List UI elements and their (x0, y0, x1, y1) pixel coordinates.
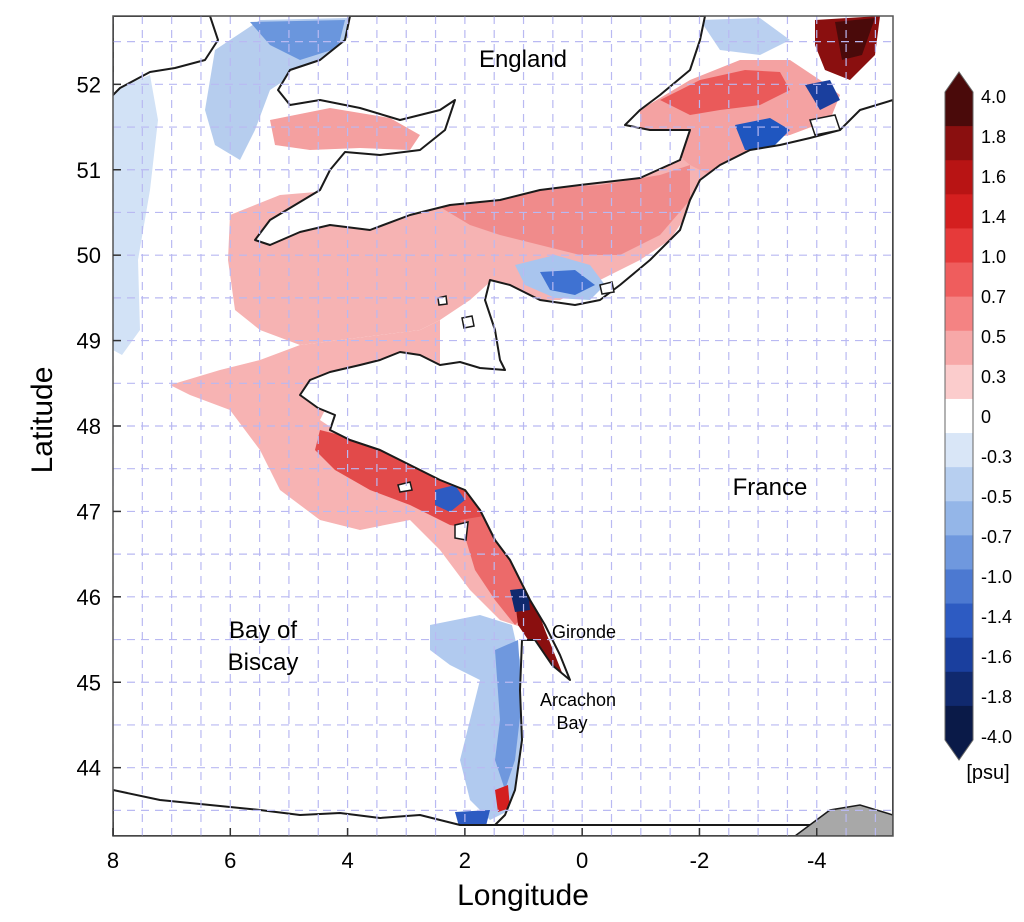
x-ticks: 8 6 4 2 0 -2 -4 (107, 828, 827, 873)
irish-sea-blue-core (250, 20, 345, 60)
label-arcachon: Arcachon (540, 690, 616, 710)
y-axis-label: Latitude (26, 367, 59, 474)
colorbar-label: -4.0 (981, 727, 1012, 747)
y-tick-label: 48 (77, 414, 101, 439)
colorbar-label: -0.7 (981, 527, 1012, 547)
colorbar-swatch (945, 92, 973, 127)
wales-land (113, 16, 219, 96)
colorbar-label: 1.4 (981, 207, 1006, 227)
colorbar-swatch (945, 262, 973, 298)
colorbar-label: -0.5 (981, 487, 1012, 507)
bristol-channel-pink (270, 108, 420, 150)
x-tick-label: 4 (341, 848, 353, 873)
scheldt-darkest (835, 18, 875, 60)
x-tick-label: -4 (807, 848, 827, 873)
colorbar-bottom-cap (945, 740, 973, 760)
map-panel (113, 16, 893, 836)
colorbar-label: 1.8 (981, 127, 1006, 147)
colorbar-swatch (945, 671, 973, 707)
colorbar: 4.0 1.8 1.6 1.4 1.0 0.7 0.5 0.3 0 -0.3 -0.5 -0.7 -1.… (944, 71, 1012, 761)
colorbar-swatch (945, 705, 973, 741)
colorbar-label: -1.8 (981, 687, 1012, 707)
colorbar-label: 4.0 (981, 87, 1006, 107)
adour-red (495, 785, 510, 812)
colorbar-swatch (945, 603, 973, 639)
north-blue-1 (700, 18, 790, 55)
spain-land (113, 789, 893, 836)
y-tick-label: 47 (77, 499, 101, 524)
island-jersey (461, 315, 475, 329)
colorbar-swatch (945, 160, 973, 195)
colorbar-swatch (945, 296, 973, 332)
colorbar-swatch (945, 228, 973, 264)
channel-pink-strong (420, 165, 690, 255)
colorbar-swatch (945, 330, 973, 366)
label-england: England (479, 46, 567, 73)
island-thames (809, 114, 841, 136)
x-tick-label: 8 (107, 848, 119, 873)
label-arcachon-bay: Bay (556, 713, 587, 733)
colorbar-swatch (945, 126, 973, 161)
y-tick-label: 44 (77, 756, 101, 781)
y-ticks: 52 51 50 49 48 47 46 45 44 (77, 72, 121, 781)
x-axis-label: Longitude (457, 879, 589, 912)
normandy-blue-core (540, 270, 595, 295)
colorbar-label: 0.3 (981, 367, 1006, 387)
label-gironde: Gironde (552, 622, 616, 642)
lat-lon-grid (113, 16, 893, 836)
y-tick-label: 52 (77, 72, 101, 97)
x-tick-label: -2 (690, 848, 710, 873)
loire-blue (435, 485, 465, 512)
colorbar-label: 1.6 (981, 167, 1006, 187)
y-tick-label: 49 (77, 329, 101, 354)
colorbar-label: -1.0 (981, 567, 1012, 587)
label-bay-of: Bay of (229, 617, 297, 644)
north-blue-2 (805, 80, 840, 110)
thames-blue (735, 118, 790, 150)
colorbar-swatch (945, 433, 973, 468)
colorbar-label: 0.5 (981, 327, 1006, 347)
x-tick-label: 0 (576, 848, 588, 873)
colorbar-label: 1.0 (981, 247, 1006, 267)
colorbar-swatch (945, 637, 973, 673)
colorbar-label: -0.3 (981, 447, 1012, 467)
west-blue-patch (113, 75, 158, 355)
land-masses (113, 16, 893, 836)
aquitaine-blue-core (495, 640, 522, 790)
colorbar-swatch (945, 501, 973, 536)
colorbar-swatch (945, 398, 973, 434)
thames-red (660, 70, 790, 115)
label-biscay: Biscay (228, 649, 299, 676)
colorbar-swatch (945, 364, 973, 400)
colorbar-label: 0 (981, 407, 991, 427)
colorbar-swatch (945, 467, 973, 502)
colorbar-swatch (945, 535, 973, 570)
colorbar-outline (944, 71, 974, 761)
colorbar-label: -1.6 (981, 647, 1012, 667)
island-wight (599, 281, 615, 295)
y-tick-label: 51 (77, 158, 101, 183)
colorbar-label: 0.7 (981, 287, 1006, 307)
label-france: France (733, 474, 808, 501)
colorbar-swatch (945, 569, 973, 605)
colorbar-unit: [psu] (966, 762, 1009, 784)
island-oleron (454, 521, 469, 541)
x-tick-label: 2 (459, 848, 471, 873)
x-tick-label: 6 (224, 848, 236, 873)
y-tick-label: 45 (77, 670, 101, 695)
colorbar-label: -1.4 (981, 607, 1012, 627)
colorbar-top-cap (945, 72, 973, 92)
gironde-blue (510, 588, 530, 612)
y-tick-label: 50 (77, 243, 101, 268)
y-tick-label: 46 (77, 585, 101, 610)
colorbar-swatch (945, 194, 973, 229)
